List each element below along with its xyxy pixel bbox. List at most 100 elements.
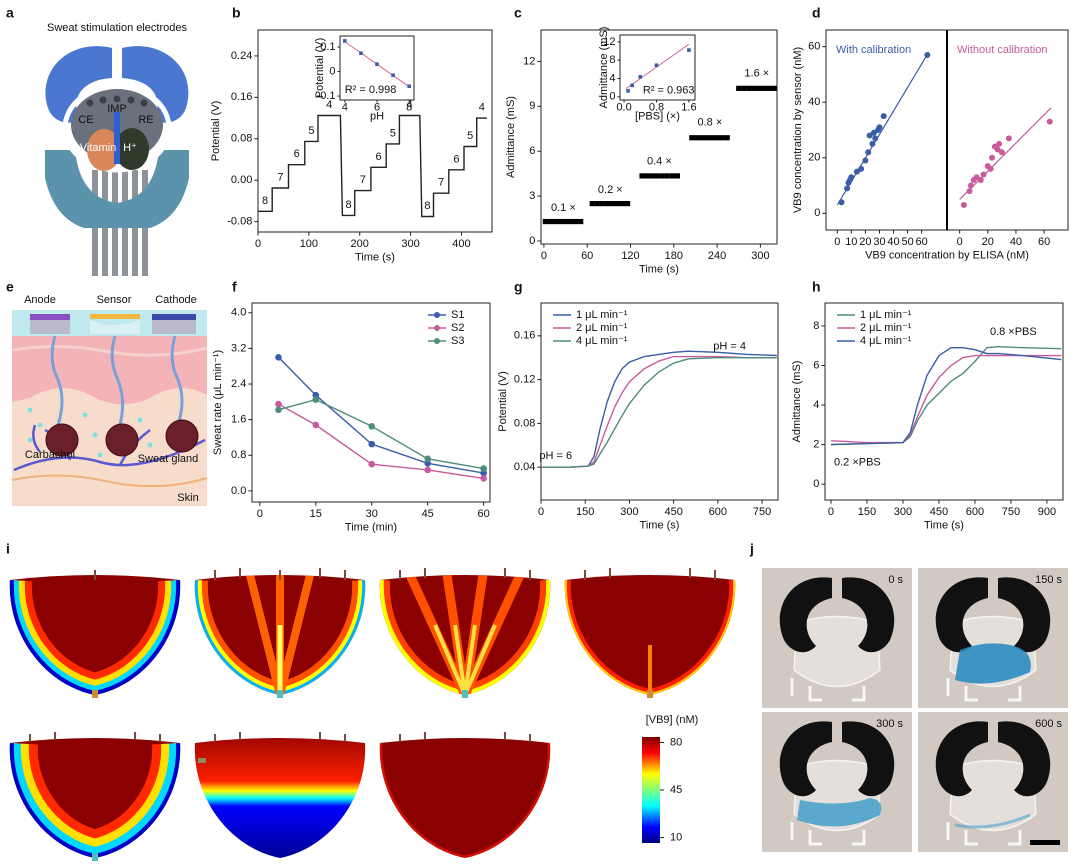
x-tick-label: 0 bbox=[957, 236, 963, 248]
x-tick-label: 0 bbox=[257, 508, 263, 520]
simulation-map bbox=[194, 738, 366, 858]
marker bbox=[924, 52, 931, 58]
x-tick-label: 20 bbox=[982, 236, 994, 248]
marker bbox=[604, 200, 610, 207]
y-tick-label: 0 bbox=[813, 478, 819, 490]
y-tick-label: 60 bbox=[808, 41, 820, 53]
x-tick-label: 30 bbox=[873, 236, 885, 248]
marker bbox=[736, 85, 742, 91]
marker bbox=[876, 124, 883, 131]
label: RE bbox=[138, 114, 153, 126]
sensor bbox=[90, 314, 140, 319]
anode bbox=[30, 314, 70, 320]
imp-electrode bbox=[114, 112, 120, 164]
electrode bbox=[45, 46, 112, 123]
label: Carbachol bbox=[25, 449, 75, 461]
x-tick-label: 0.8 bbox=[649, 102, 664, 114]
plot-frame bbox=[825, 29, 948, 231]
plot-frame bbox=[946, 29, 1069, 231]
annotation: 5 bbox=[390, 127, 396, 139]
panel-letter: a bbox=[6, 5, 14, 21]
y-tick-label: 0.08 bbox=[514, 417, 535, 429]
panel-letter: f bbox=[232, 279, 237, 295]
y-tick-label: -0.08 bbox=[227, 216, 252, 228]
x-tick-label: 150 bbox=[576, 506, 594, 518]
x-axis-title: pH bbox=[370, 110, 384, 122]
annotation: 0.1 × bbox=[551, 202, 576, 214]
x-tick-label: 40 bbox=[1010, 236, 1022, 248]
panel-letter: h bbox=[812, 279, 821, 295]
y-tick-label: 4 bbox=[609, 72, 615, 84]
marker bbox=[619, 200, 626, 207]
marker bbox=[407, 84, 411, 89]
marker bbox=[599, 200, 605, 207]
marker bbox=[1046, 118, 1053, 125]
x-tick-label: 150 bbox=[858, 506, 876, 518]
annotation: 6 bbox=[294, 148, 300, 160]
x-tick-label: 0.0 bbox=[616, 102, 631, 114]
line bbox=[541, 357, 777, 468]
y-tick-label: 4 bbox=[813, 399, 819, 411]
y-tick-label: 8 bbox=[609, 54, 615, 66]
panel-title: With calibration bbox=[836, 44, 911, 56]
x-tick-label: 400 bbox=[452, 238, 470, 250]
marker bbox=[704, 135, 710, 141]
label: Sweat gland bbox=[138, 453, 199, 465]
x-tick-label: 60 bbox=[916, 236, 928, 248]
marker bbox=[578, 218, 584, 225]
y-axis-title: VB9 concentration by sensor (nM) bbox=[792, 47, 804, 213]
y-axis-title: Potential (V) bbox=[210, 101, 222, 162]
y-tick-label: 0.00 bbox=[231, 174, 252, 186]
marker bbox=[977, 177, 984, 183]
x-tick-label: 600 bbox=[709, 506, 727, 518]
annotation: 1.6 × bbox=[744, 67, 769, 79]
y-axis-title: Potential (V) bbox=[314, 38, 326, 99]
marker bbox=[343, 39, 347, 43]
panel-letter: j bbox=[749, 541, 754, 557]
label: Cathode bbox=[155, 294, 197, 306]
line bbox=[541, 350, 777, 468]
x-tick-label: 600 bbox=[966, 506, 984, 518]
marker bbox=[312, 396, 320, 403]
y-tick-label: 6 bbox=[529, 145, 535, 157]
y-tick-label: 0.04 bbox=[514, 461, 535, 473]
marker bbox=[649, 173, 655, 179]
annotation: 7 bbox=[438, 177, 444, 189]
colorbar bbox=[642, 737, 660, 843]
x-tick-label: 450 bbox=[664, 506, 682, 518]
marker bbox=[552, 218, 559, 225]
marker bbox=[674, 173, 681, 179]
simulation-map bbox=[194, 575, 366, 695]
marker bbox=[998, 149, 1005, 156]
simulation-maps bbox=[9, 568, 736, 861]
marker bbox=[746, 85, 752, 91]
marker bbox=[638, 75, 643, 79]
marker bbox=[714, 135, 720, 141]
dye bbox=[954, 813, 1031, 829]
y-tick-label: 6 bbox=[813, 359, 819, 371]
photo bbox=[916, 710, 1070, 854]
x-axis-title: VB9 concentration by ELISA (nM) bbox=[865, 250, 1029, 262]
label: Sensor bbox=[97, 294, 132, 306]
simulation-map bbox=[9, 738, 181, 858]
y-tick-label: 12 bbox=[523, 55, 535, 67]
simulation-map bbox=[379, 575, 551, 695]
panel-title: Without calibration bbox=[957, 44, 1048, 56]
annotation: 6 bbox=[375, 151, 381, 163]
marker bbox=[557, 218, 564, 225]
annotation: 8 bbox=[345, 199, 351, 211]
x-tick-label: 240 bbox=[708, 250, 726, 262]
marker bbox=[654, 63, 659, 68]
panel-letter: b bbox=[232, 5, 241, 21]
marker bbox=[960, 202, 967, 208]
marker bbox=[699, 135, 705, 141]
x-tick-label: 750 bbox=[1002, 506, 1020, 518]
time-label: 0 s bbox=[888, 574, 903, 586]
x-tick-label: 0 bbox=[541, 250, 547, 262]
marker bbox=[630, 83, 634, 88]
legend-label: S1 bbox=[451, 309, 464, 321]
legend-label: 2 μL min⁻¹ bbox=[576, 322, 628, 334]
marker bbox=[375, 62, 379, 66]
x-tick-label: 10 bbox=[845, 236, 857, 248]
x-tick-label: 0 bbox=[834, 236, 840, 248]
